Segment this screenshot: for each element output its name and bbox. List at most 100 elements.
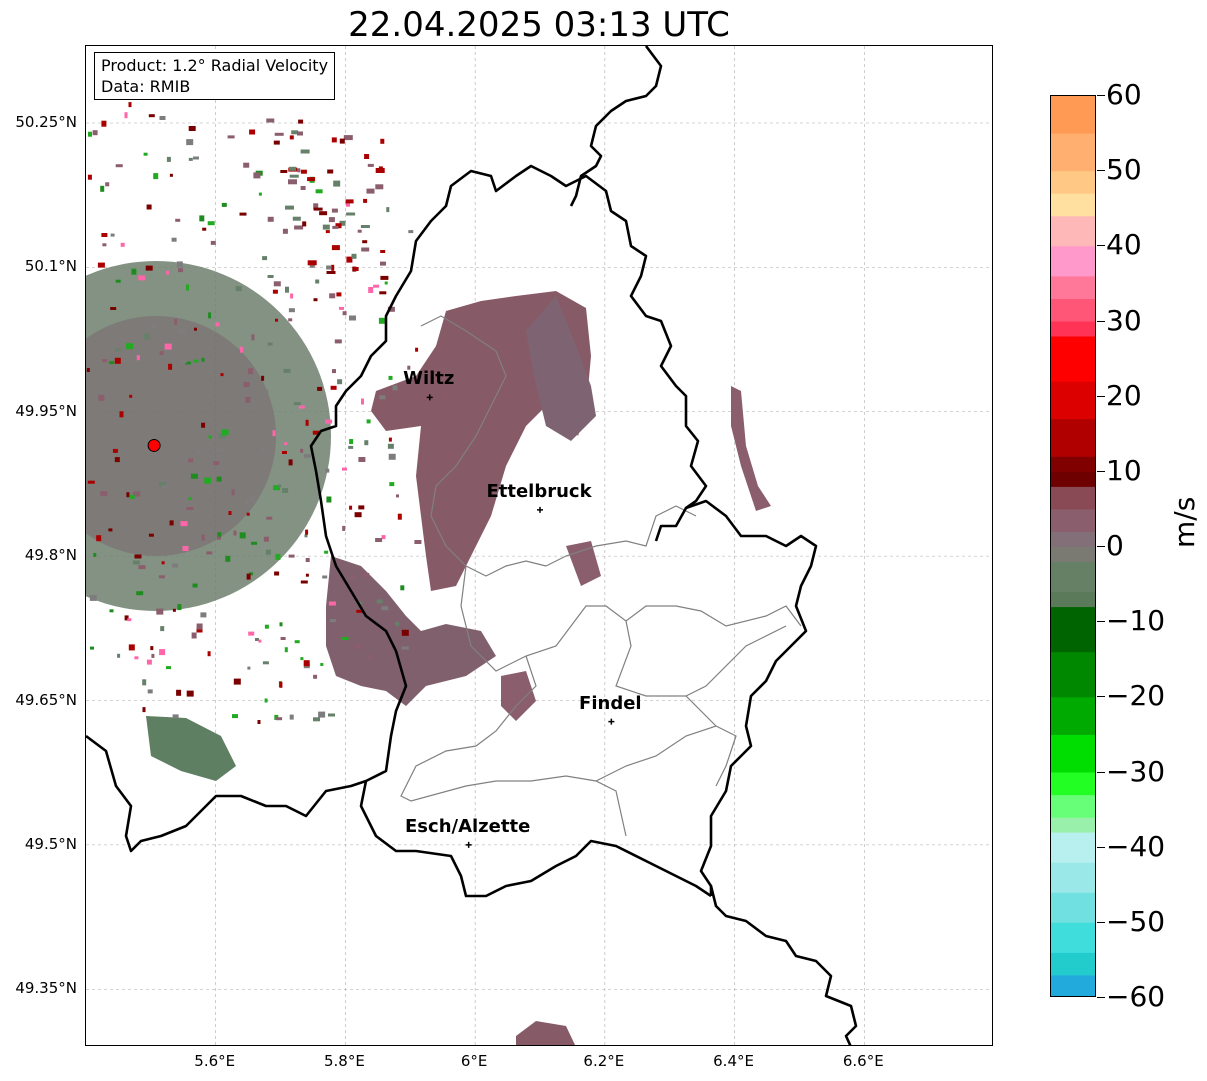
echo-speckle: [258, 192, 262, 196]
colorbar-tick-label: 0: [1106, 529, 1124, 562]
colorbar-band: [1051, 509, 1095, 533]
echo-speckle: [289, 135, 294, 140]
echo-speckle: [356, 609, 364, 613]
echo-speckle: [350, 574, 355, 580]
echo-speckle: [349, 439, 354, 444]
echo-speckle: [379, 291, 387, 295]
colorbar-band: [1051, 216, 1095, 247]
echo-speckle: [87, 480, 95, 484]
echo-speckle: [147, 689, 153, 694]
echo-speckle: [180, 521, 188, 527]
echo-speckle: [298, 405, 305, 409]
city-label: Wiltz: [403, 368, 455, 390]
echo-speckle: [342, 525, 346, 531]
echo-speckle: [324, 550, 329, 554]
echo-speckle: [262, 661, 269, 665]
echo-speckle: [381, 606, 389, 611]
echo-speckle: [388, 437, 392, 442]
data-source-label: Data: RMIB: [101, 77, 191, 96]
echo-speckle: [272, 289, 278, 294]
colorbar-band: [1051, 336, 1095, 383]
echo-speckle: [349, 315, 356, 321]
echo-speckle: [166, 156, 171, 162]
echo-speckle: [97, 262, 105, 268]
echo-speckle: [300, 448, 304, 453]
echo-speckle: [100, 491, 108, 497]
colorbar-tick: [1097, 997, 1105, 998]
echo-cell-right: [731, 386, 771, 511]
echo-speckle: [188, 458, 194, 463]
echo-speckle: [366, 419, 371, 424]
radar-map[interactable]: [85, 45, 993, 1046]
echo-speckle: [288, 179, 297, 185]
echo-speckle: [150, 646, 154, 651]
echo-speckle: [126, 492, 130, 498]
echo-speckle: [131, 268, 137, 275]
echo-speckle: [240, 346, 244, 353]
echo-speckle: [184, 361, 191, 365]
colorbar-band: [1051, 246, 1095, 277]
echo-speckle: [300, 149, 310, 154]
city-label: Esch/Alzette: [405, 815, 531, 837]
echo-speckle: [153, 173, 159, 180]
echo-speckle: [188, 497, 192, 501]
echo-speckle: [231, 489, 235, 496]
echo-speckle: [265, 549, 271, 555]
echo-speckle: [253, 172, 261, 179]
latitude-label: 50.1°N: [24, 257, 77, 276]
echo-speckle: [280, 637, 286, 640]
echo-cell-se: [566, 541, 601, 586]
echo-speckle: [320, 663, 324, 666]
echo-speckle: [89, 594, 97, 601]
echo-speckle: [380, 275, 389, 280]
echo-speckle: [202, 227, 207, 231]
canton-boundaries: [400, 315, 802, 837]
echo-speckle: [300, 580, 308, 584]
echo-speckle: [362, 240, 368, 244]
echo-speckle: [307, 260, 317, 266]
echo-speckle: [245, 499, 249, 505]
colorbar-band: [1051, 532, 1095, 548]
colorbar-band: [1051, 697, 1095, 736]
colorbar-band: [1051, 381, 1095, 420]
echo-speckle: [143, 152, 148, 156]
echo-speckle: [307, 177, 316, 182]
echo-cell-south: [326, 556, 496, 706]
echo-speckle: [166, 270, 170, 275]
echo-speckle: [274, 571, 280, 576]
echo-speckle: [387, 443, 394, 449]
national-borders: [86, 46, 858, 1045]
echo-speckle: [289, 714, 294, 720]
echo-speckle: [207, 651, 211, 657]
echo-speckle: [194, 327, 197, 331]
echo-speckle: [233, 530, 237, 536]
echo-speckle: [109, 361, 115, 365]
echo-speckle: [192, 583, 198, 588]
echo-cell-green: [146, 716, 236, 781]
echo-speckle: [328, 217, 335, 223]
echo-speckle: [359, 601, 363, 605]
echo-speckle: [379, 395, 386, 400]
echo-speckle: [381, 535, 386, 540]
colorbar-band: [1051, 892, 1095, 924]
echo-speckle: [138, 275, 146, 281]
city-label: Findel: [579, 692, 642, 714]
echo-speckle: [92, 130, 98, 136]
colorbar-band: [1051, 96, 1095, 135]
echo-speckle: [201, 357, 205, 362]
echo-speckle: [289, 166, 297, 171]
echo-speckle: [186, 690, 194, 697]
echo-speckle: [332, 369, 336, 374]
echo-speckle: [284, 647, 288, 653]
echo-speckle: [336, 292, 342, 297]
echo-speckle: [133, 491, 141, 497]
echo-speckle: [288, 318, 293, 322]
longitude-label: 5.8°E: [324, 1052, 365, 1070]
colorbar-tick-label: 10: [1106, 453, 1142, 487]
echo-speckle: [198, 470, 202, 477]
latitude-label: 49.65°N: [15, 690, 77, 709]
echo-speckle: [128, 644, 135, 651]
echo-speckle: [250, 496, 255, 503]
echo-speckle: [217, 536, 221, 540]
colorbar-tick: [1097, 771, 1105, 773]
